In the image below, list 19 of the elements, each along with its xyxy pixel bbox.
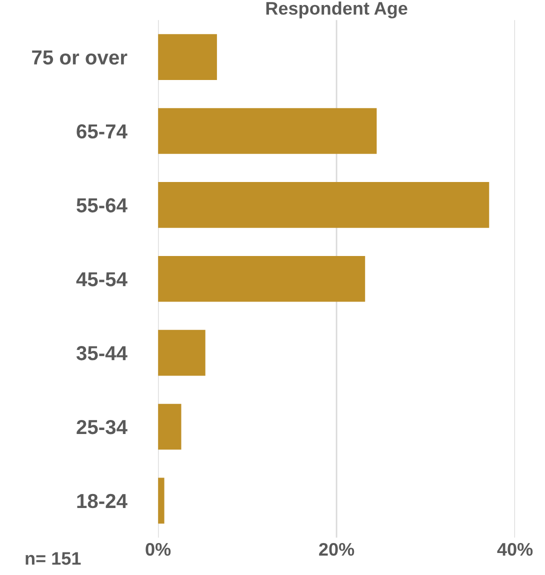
y-tick-label: 18-24 xyxy=(77,494,128,508)
bar xyxy=(158,256,366,302)
x-tick-label: 20% xyxy=(319,542,354,556)
bar xyxy=(158,404,182,450)
y-tick-label: 75 or over xyxy=(32,50,128,65)
bar xyxy=(158,182,490,228)
y-tick-label: 65-74 xyxy=(76,124,128,139)
chart-title: Respondent Age xyxy=(266,1,408,18)
x-tick-label: 0% xyxy=(146,542,171,556)
y-tick-label: 35-44 xyxy=(76,346,128,360)
y-tick-label: 55-64 xyxy=(76,198,128,212)
y-tick-label: 45-54 xyxy=(76,272,128,286)
text: n= 151 xyxy=(26,552,81,565)
bar xyxy=(158,330,206,376)
bar xyxy=(158,478,164,524)
y-tick-label: 25-34 xyxy=(76,420,128,434)
bar xyxy=(158,108,377,154)
x-tick-label: 40% xyxy=(497,542,533,556)
bar xyxy=(158,34,217,80)
